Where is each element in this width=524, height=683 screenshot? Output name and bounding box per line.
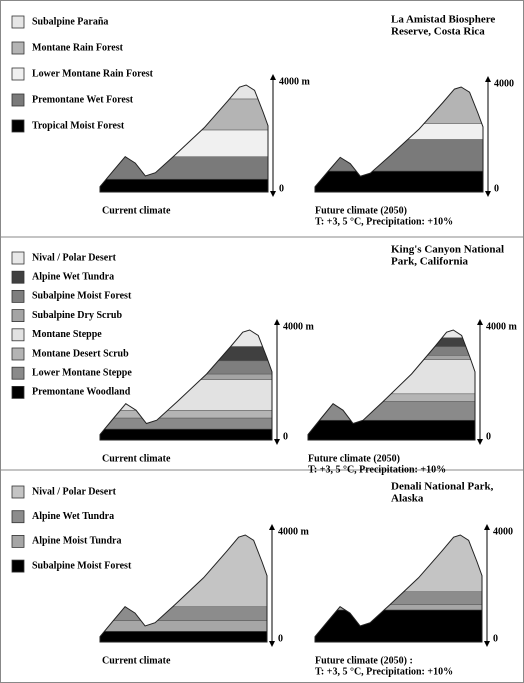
vegetation-zone bbox=[308, 347, 475, 356]
height-label: 4000 m bbox=[486, 321, 518, 332]
vegetation-zone bbox=[100, 330, 272, 347]
caption: Future climate (2050) : bbox=[315, 655, 413, 666]
vegetation-zone bbox=[308, 338, 475, 347]
height-label: 4000 m bbox=[278, 526, 310, 537]
mountain bbox=[100, 535, 267, 642]
vegetation-zone bbox=[315, 87, 483, 124]
figure: Subalpine Paraña Montane Rain Forest Lower… bbox=[0, 0, 524, 683]
height-label: 4000 m bbox=[283, 321, 315, 332]
legend-label: Nival / Polar Desert bbox=[32, 252, 117, 263]
legend-label: Premontane Wet Forest bbox=[32, 94, 134, 105]
legend-swatch bbox=[12, 511, 24, 523]
legend-label: Subalpine Dry Scrub bbox=[32, 310, 122, 321]
panel-title: Reserve, Costa Rica bbox=[391, 26, 485, 38]
height-label: 0 bbox=[494, 183, 499, 194]
caption: T: +3, 5 °C, Precipitation: +10% bbox=[315, 216, 453, 227]
legend-swatch bbox=[12, 386, 24, 398]
height-label: 4000 bbox=[493, 526, 513, 537]
legend-label: Alpine Wet Tundra bbox=[32, 271, 114, 282]
legend-swatch bbox=[12, 252, 24, 264]
legend-label: Alpine Wet Tundra bbox=[32, 511, 114, 522]
vegetation-zone bbox=[100, 157, 268, 179]
height-label: 4000 bbox=[494, 78, 514, 89]
vegetation-zone bbox=[100, 130, 268, 157]
legend-swatch bbox=[12, 271, 24, 283]
height-label: 0 bbox=[493, 633, 498, 644]
legend-label: Montane Steppe bbox=[32, 329, 102, 340]
legend-swatch bbox=[12, 120, 24, 132]
caption: T: +3, 5 °C, Precipitation: +10% bbox=[308, 464, 446, 475]
panel-title: Denali National Park, bbox=[391, 481, 494, 493]
legend-label: Subalpine Paraña bbox=[32, 16, 108, 27]
legend-label: Premontane Woodland bbox=[32, 387, 131, 398]
legend-swatch bbox=[12, 486, 24, 498]
vegetation-zone bbox=[100, 429, 272, 440]
vegetation-zone bbox=[315, 535, 482, 592]
legend-swatch bbox=[12, 68, 24, 80]
vegetation-zone bbox=[308, 394, 475, 402]
panel-title: King's Canyon National bbox=[391, 244, 504, 256]
mountain bbox=[315, 87, 483, 192]
panel-title: Park, California bbox=[391, 256, 468, 268]
height-label: 4000 m bbox=[279, 76, 311, 87]
legend-label: Subalpine Moist Forest bbox=[32, 291, 132, 302]
panel-title: Alaska bbox=[391, 493, 424, 505]
legend-swatch bbox=[12, 367, 24, 379]
vegetation-zone bbox=[100, 607, 267, 621]
caption: T: +3, 5 °C, Precipitation: +10% bbox=[315, 666, 453, 677]
vegetation-zone bbox=[308, 420, 475, 440]
vegetation-zone bbox=[315, 592, 482, 605]
legend-label: Lower Montane Steppe bbox=[32, 367, 132, 378]
legend-swatch bbox=[12, 16, 24, 28]
legend-swatch bbox=[12, 329, 24, 341]
legend-swatch bbox=[12, 560, 24, 572]
height-label: 0 bbox=[278, 633, 283, 644]
vegetation-zone bbox=[100, 179, 268, 192]
caption: Current climate bbox=[102, 655, 171, 666]
caption: Current climate bbox=[102, 205, 171, 216]
legend-swatch bbox=[12, 535, 24, 547]
vegetation-zone bbox=[100, 418, 272, 429]
vegetation-zone bbox=[100, 621, 267, 632]
mountain bbox=[100, 330, 272, 440]
height-label: 0 bbox=[486, 431, 491, 442]
vegetation-zone bbox=[315, 171, 483, 192]
vegetation-zone bbox=[308, 360, 475, 394]
legend-swatch bbox=[12, 348, 24, 360]
mountain bbox=[308, 330, 475, 440]
height-label: 0 bbox=[283, 431, 288, 442]
legend-label: Subalpine Moist Forest bbox=[32, 560, 132, 571]
legend-label: Montane Rain Forest bbox=[32, 42, 124, 53]
legend-swatch bbox=[12, 94, 24, 106]
legend-label: Tropical Moist Forest bbox=[32, 120, 125, 131]
vegetation-zone bbox=[308, 355, 475, 359]
vegetation-zone bbox=[100, 410, 272, 418]
legend-swatch bbox=[12, 290, 24, 302]
vegetation-zone bbox=[100, 631, 267, 642]
vegetation-zone bbox=[315, 140, 483, 172]
caption: Current climate bbox=[102, 453, 171, 464]
panel-title: La Amistad Biosphere bbox=[391, 14, 495, 26]
legend-label: Nival / Polar Desert bbox=[32, 486, 117, 497]
legend-label: Alpine Moist Tundra bbox=[32, 536, 121, 547]
legend-swatch bbox=[12, 42, 24, 54]
height-label: 0 bbox=[279, 183, 284, 194]
vegetation-zone bbox=[315, 610, 482, 642]
legend-label: Montane Desert Scrub bbox=[32, 348, 129, 359]
caption: Future climate (2050) bbox=[308, 453, 400, 464]
mountain bbox=[315, 535, 482, 642]
legend-label: Lower Montane Rain Forest bbox=[32, 68, 154, 79]
legend-swatch bbox=[12, 310, 24, 322]
vegetation-zone bbox=[315, 124, 483, 140]
caption: Future climate (2050) bbox=[315, 205, 407, 216]
